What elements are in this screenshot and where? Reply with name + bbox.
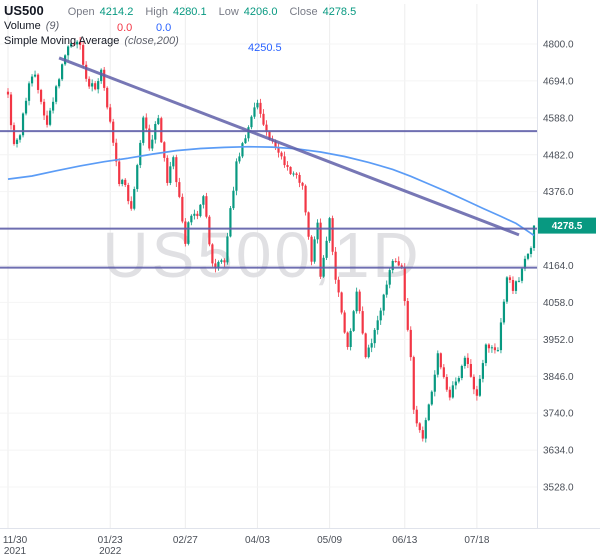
svg-text:06/13: 06/13 <box>392 535 417 546</box>
svg-text:01/23: 01/23 <box>98 535 123 546</box>
high-value: 4280.1 <box>172 6 207 18</box>
sma-value: 4250.5 <box>248 42 282 54</box>
symbol-ohlc-row: US500 Open 4214.2 High 4280.1 Low 4206.0… <box>4 3 356 18</box>
volume-indicator-label[interactable]: Volume (9) <box>4 20 59 32</box>
svg-text:3528.0: 3528.0 <box>543 483 574 494</box>
svg-text:4588.0: 4588.0 <box>543 113 574 124</box>
sma-indicator-label[interactable]: Simple Moving Average (close,200) <box>4 35 179 47</box>
watermark: US500,1D <box>102 219 421 291</box>
volume-name: Volume <box>4 20 41 32</box>
sma-param: (close,200) <box>124 35 179 47</box>
svg-text:11/30: 11/30 <box>3 535 28 546</box>
price-axis[interactable]: 4800.0 4694.0 4588.0 4482.0 4376.0 4164.0 4058… <box>543 40 574 494</box>
svg-text:2022: 2022 <box>99 546 122 557</box>
svg-text:02/27: 02/27 <box>173 535 198 546</box>
svg-text:4376.0: 4376.0 <box>543 187 574 198</box>
low-value: 4206.0 <box>243 6 278 18</box>
sma-name: Simple Moving Average <box>4 35 120 47</box>
volume-param: (9) <box>45 20 60 32</box>
svg-text:4800.0: 4800.0 <box>543 40 574 51</box>
high-label: High <box>145 6 168 18</box>
svg-text:05/09: 05/09 <box>317 535 342 546</box>
last-price-badge: 4278.5 <box>538 217 596 234</box>
svg-text:3952.0: 3952.0 <box>543 335 574 346</box>
svg-text:4694.0: 4694.0 <box>543 76 574 87</box>
svg-text:2021: 2021 <box>4 546 27 557</box>
svg-text:4058.0: 4058.0 <box>543 298 574 309</box>
trendline[interactable] <box>58 56 520 237</box>
svg-text:4278.5: 4278.5 <box>552 221 583 232</box>
close-label: Close <box>289 6 318 18</box>
svg-text:4482.0: 4482.0 <box>543 150 574 161</box>
low-label: Low <box>218 6 239 18</box>
open-label: Open <box>67 6 95 18</box>
volume-value-down: 0.0 <box>117 22 133 34</box>
svg-text:4164.0: 4164.0 <box>543 261 574 272</box>
chart-legend: US500 Open 4214.2 High 4280.1 Low 4206.0… <box>4 0 424 70</box>
sma-line[interactable] <box>7 145 535 237</box>
svg-text:3846.0: 3846.0 <box>543 372 574 383</box>
symbol-title[interactable]: US500 <box>4 3 44 18</box>
svg-text:07/18: 07/18 <box>464 535 489 546</box>
open-value: 4214.2 <box>99 6 134 18</box>
svg-text:3634.0: 3634.0 <box>543 446 574 457</box>
volume-value-up: 0.0 <box>156 22 172 34</box>
svg-text:3740.0: 3740.0 <box>543 409 574 420</box>
close-value: 4278.5 <box>322 6 357 18</box>
svg-text:04/03: 04/03 <box>245 535 270 546</box>
